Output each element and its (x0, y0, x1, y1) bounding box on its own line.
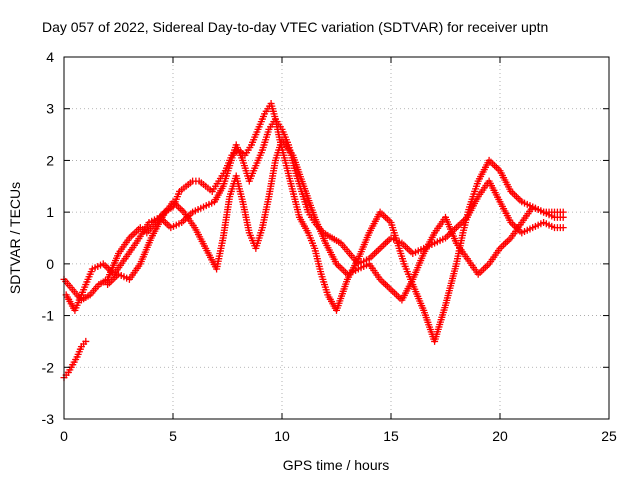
data-point (82, 337, 90, 345)
y-tick-label: -3 (42, 411, 55, 427)
x-tick-label: 0 (60, 428, 68, 444)
y-tick-label: 3 (46, 101, 54, 117)
x-axis-ticks: 0 5 10 15 20 25 (60, 57, 617, 444)
x-tick-label: 15 (383, 428, 399, 444)
y-tick-label: -1 (42, 308, 55, 324)
x-tick-label: 10 (274, 428, 290, 444)
y-tick-label: 2 (46, 152, 54, 168)
y-tick-label: 1 (46, 204, 54, 220)
y-tick-label: -2 (42, 359, 55, 375)
y-tick-label: 0 (46, 256, 54, 272)
data-point (559, 224, 567, 232)
data-points (60, 100, 567, 382)
x-axis-label: GPS time / hours (283, 457, 390, 473)
plot-frame (63, 56, 610, 420)
chart-title: Day 057 of 2022, Sidereal Day-to-day VTE… (42, 19, 548, 35)
x-tick-label: 20 (492, 428, 508, 444)
y-axis-ticks: -3 -2 -1 0 1 2 3 4 (42, 49, 609, 427)
x-tick-label: 25 (601, 428, 617, 444)
data-point (559, 208, 567, 216)
x-tick-label: 5 (169, 428, 177, 444)
y-tick-label: 4 (46, 49, 54, 65)
y-axis-label: SDTVAR / TECUs (7, 182, 23, 294)
